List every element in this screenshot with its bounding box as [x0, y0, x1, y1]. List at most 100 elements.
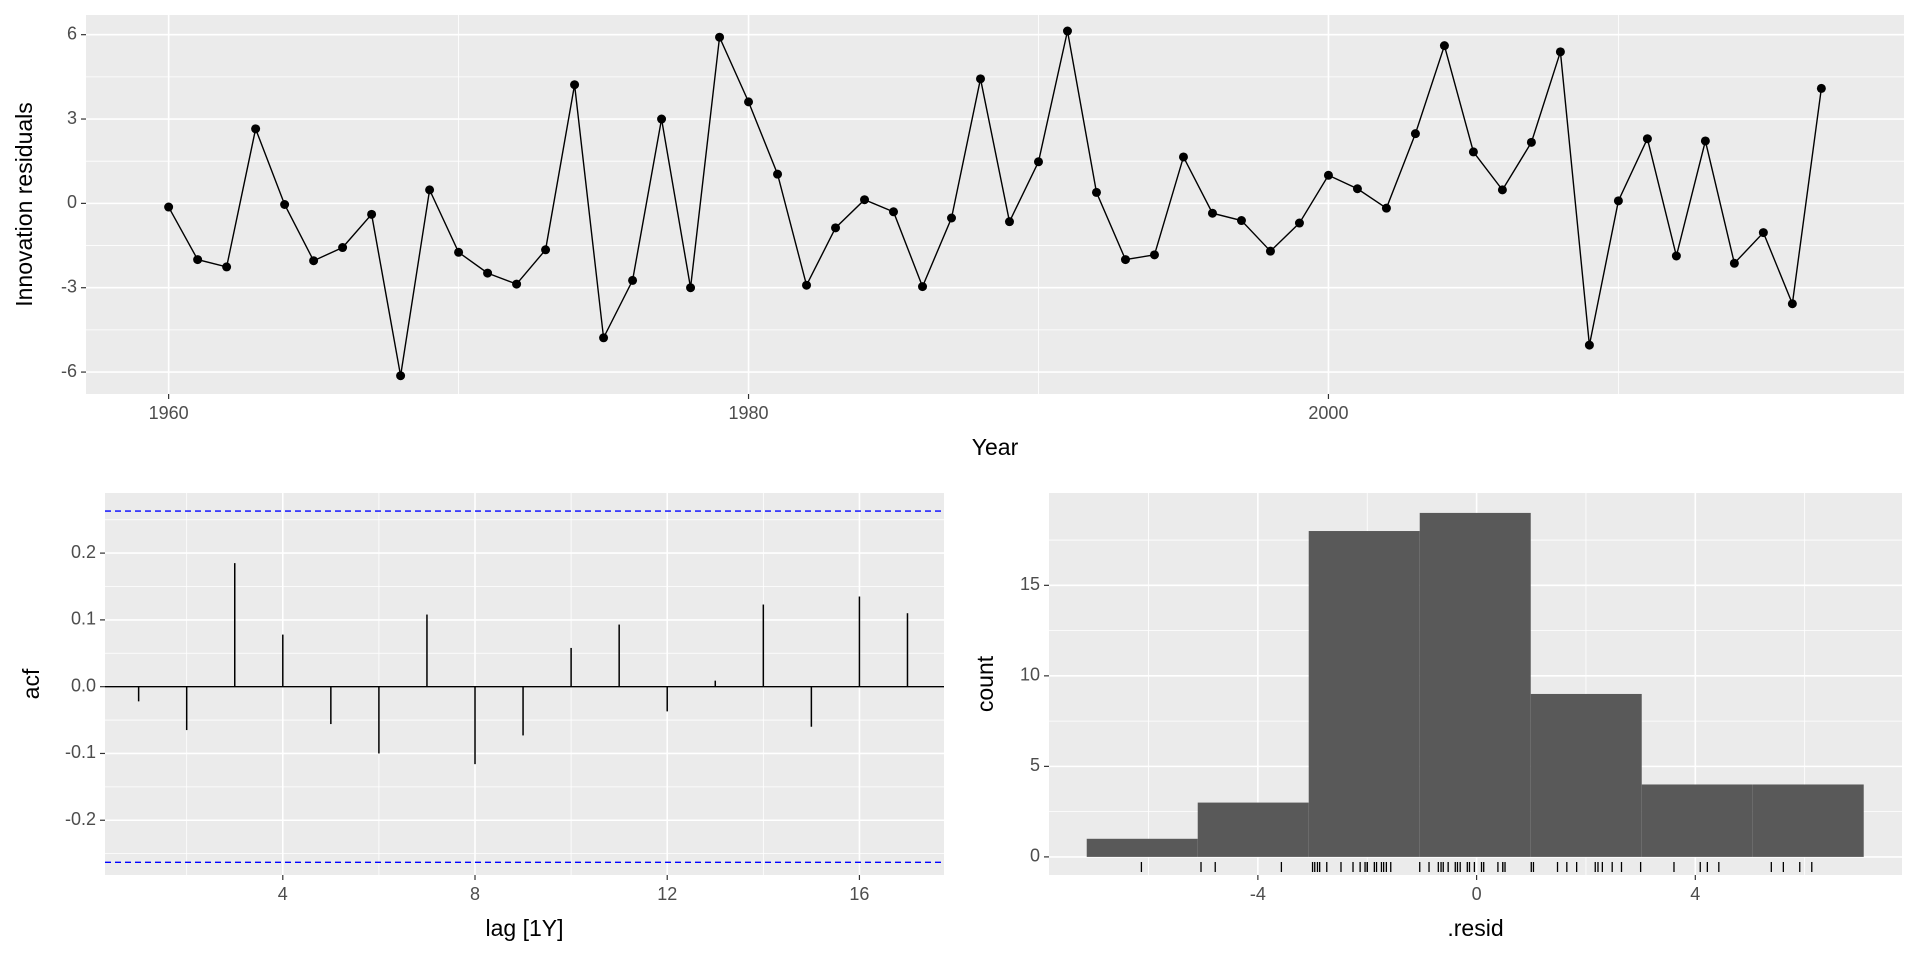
- histogram-bar: [1086, 838, 1198, 857]
- x-axis-title: lag [1Y]: [486, 915, 564, 941]
- x-axis-title: .resid: [1447, 915, 1503, 941]
- histogram-bar: [1419, 512, 1531, 857]
- data-point: [1178, 152, 1188, 162]
- y-tick-label: 3: [67, 108, 77, 128]
- data-point: [1758, 228, 1768, 238]
- panel-background: [86, 15, 1904, 394]
- y-tick-label: 5: [1030, 755, 1040, 775]
- series-line: [168, 30, 1823, 376]
- data-point: [947, 213, 957, 223]
- y-tick-label: 0.0: [71, 675, 96, 695]
- data-point: [425, 185, 435, 195]
- data-point: [1468, 147, 1478, 157]
- data-point: [570, 80, 580, 90]
- data-point: [802, 280, 812, 290]
- data-point: [1555, 47, 1565, 57]
- y-tick-label: 6: [67, 23, 77, 43]
- data-point: [512, 279, 522, 289]
- data-point: [338, 243, 348, 253]
- data-point: [222, 262, 232, 272]
- histogram-bar: [1308, 531, 1420, 857]
- data-point: [1526, 137, 1536, 147]
- x-tick-label: 4: [1690, 884, 1700, 904]
- data-point: [1584, 340, 1594, 350]
- histogram-bar: [1530, 693, 1642, 857]
- y-axis-title: Innovation residuals: [11, 102, 37, 307]
- data-point: [1265, 246, 1275, 256]
- histogram-bar: [1197, 802, 1309, 857]
- data-point: [889, 207, 899, 217]
- data-point: [773, 169, 783, 179]
- data-point: [1033, 157, 1043, 167]
- y-tick-label: 0.1: [71, 609, 96, 629]
- data-point: [1787, 299, 1797, 309]
- data-point: [1207, 208, 1217, 218]
- data-point: [657, 114, 667, 124]
- data-point: [599, 333, 609, 343]
- data-point: [686, 283, 696, 293]
- data-point: [1613, 196, 1623, 206]
- y-tick-label: -6: [61, 361, 77, 381]
- data-point: [1642, 134, 1652, 144]
- data-point: [860, 195, 870, 205]
- histogram-bar: [1752, 784, 1864, 857]
- x-tick-label: 0: [1472, 884, 1482, 904]
- data-point: [1410, 129, 1420, 139]
- data-point: [1120, 255, 1130, 265]
- data-point: [1236, 216, 1246, 226]
- y-axis-title: acf: [18, 668, 44, 699]
- data-point: [1816, 83, 1826, 93]
- data-point: [1497, 185, 1507, 195]
- y-axis-title: count: [972, 655, 998, 712]
- y-tick-label: -0.1: [65, 742, 96, 762]
- data-point: [1381, 203, 1391, 213]
- data-point: [1062, 26, 1072, 36]
- x-tick-label: -4: [1250, 884, 1266, 904]
- data-point: [541, 245, 551, 255]
- data-point: [309, 256, 319, 266]
- panel-background: [105, 493, 944, 875]
- y-tick-label: 10: [1020, 665, 1040, 685]
- data-point: [193, 255, 203, 265]
- data-point: [831, 223, 841, 233]
- y-tick-label: 15: [1020, 574, 1040, 594]
- x-tick-label: 2000: [1308, 403, 1348, 423]
- data-point: [367, 209, 377, 219]
- data-point: [1729, 258, 1739, 268]
- data-point: [251, 124, 261, 134]
- data-point: [976, 74, 986, 84]
- data-point: [454, 247, 464, 257]
- y-tick-label: -0.2: [65, 809, 96, 829]
- y-tick-label: 0.2: [71, 542, 96, 562]
- y-tick-label: -3: [61, 276, 77, 296]
- data-point: [1352, 184, 1362, 194]
- data-point: [164, 202, 174, 212]
- data-point: [1323, 170, 1333, 180]
- x-tick-label: 1980: [729, 403, 769, 423]
- y-tick-label: 0: [67, 192, 77, 212]
- data-point: [715, 32, 725, 42]
- data-point: [744, 97, 754, 107]
- x-tick-label: 4: [278, 884, 288, 904]
- data-point: [396, 371, 406, 381]
- data-point: [1294, 218, 1304, 228]
- x-tick-label: 8: [470, 884, 480, 904]
- data-point: [1149, 250, 1159, 260]
- data-point: [1671, 251, 1681, 261]
- data-point: [1700, 136, 1710, 146]
- histogram-bar: [1641, 784, 1753, 857]
- data-point: [628, 275, 638, 285]
- x-tick-label: 12: [657, 884, 677, 904]
- y-tick-label: 0: [1030, 846, 1040, 866]
- data-point: [280, 200, 290, 209]
- x-tick-label: 1960: [149, 403, 189, 423]
- data-point: [483, 268, 493, 278]
- x-tick-label: 16: [849, 884, 869, 904]
- data-point: [1004, 217, 1014, 227]
- data-point: [1439, 41, 1449, 51]
- x-axis-title: Year: [972, 434, 1019, 460]
- data-point: [918, 282, 928, 292]
- data-point: [1091, 187, 1101, 197]
